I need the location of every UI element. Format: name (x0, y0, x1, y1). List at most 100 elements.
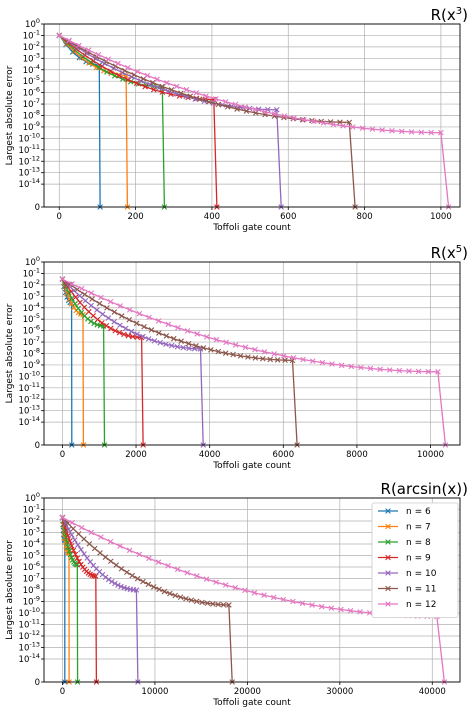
data-point (174, 566, 181, 573)
series-n11 (59, 276, 300, 448)
y-tick-label: 10-14 (19, 177, 40, 190)
data-point (222, 582, 229, 588)
data-point (184, 328, 191, 334)
data-point (129, 333, 136, 340)
series-n12 (56, 32, 452, 210)
data-point (290, 354, 297, 361)
series-n10 (59, 276, 207, 448)
data-point (280, 596, 287, 603)
data-point (193, 90, 200, 96)
y-ticks: 10010-110-210-310-410-510-610-710-810-91… (19, 255, 44, 451)
data-point (116, 329, 123, 336)
y-tick-label: 10-5 (23, 312, 40, 325)
data-point (172, 592, 178, 599)
y-tick-label: 10-13 (19, 404, 40, 417)
data-point (164, 80, 170, 86)
y-tick-label: 10-7 (23, 97, 40, 110)
x-tick-label: 6000 (272, 450, 294, 460)
data-point (117, 322, 123, 329)
legend-marker (385, 601, 391, 607)
data-point (126, 547, 133, 554)
data-point (224, 104, 231, 110)
data-point (133, 320, 140, 327)
y-tick-label: 10-7 (23, 572, 40, 585)
data-point (330, 121, 337, 128)
x-ticks: 0 2000 4000 6000 8000 10000 (60, 445, 444, 460)
y-tick-label: 10-2 (23, 514, 40, 527)
y-tick-label: 10-8 (23, 109, 40, 122)
data-point (213, 579, 219, 585)
data-point (264, 106, 271, 113)
legend-entry: n = 10 (378, 569, 437, 579)
y-tick-label: 100 (25, 255, 40, 268)
data-point (126, 316, 132, 323)
data-point (206, 99, 212, 105)
chart-title: R(x3) (431, 6, 468, 24)
data-point (208, 347, 214, 353)
legend-marker (385, 523, 391, 530)
data-point (133, 80, 140, 87)
x-tick-label: 200 (127, 212, 143, 222)
data-point (223, 339, 229, 346)
data-point (154, 76, 160, 83)
y-tick-label: 10-6 (23, 324, 40, 337)
data-point (159, 83, 165, 90)
x-tick-label: 0 (57, 212, 62, 222)
data-point (104, 305, 110, 311)
data-point (81, 536, 87, 542)
data-point (379, 127, 385, 133)
data-point (346, 119, 353, 126)
series-n10 (59, 514, 141, 685)
data-point (81, 291, 88, 298)
data-point (309, 358, 316, 364)
data-point (72, 537, 78, 543)
data-point (310, 118, 317, 125)
data-point (107, 538, 114, 545)
data-point (109, 578, 115, 585)
data-point (203, 576, 210, 582)
data-point (85, 47, 92, 53)
data-point (81, 304, 88, 311)
data-point (261, 108, 268, 115)
legend-marker (385, 539, 391, 545)
y-tick-label: 10-12 (19, 154, 40, 167)
legend-label: n = 12 (406, 600, 436, 610)
data-point (180, 344, 186, 351)
y-tick-label: 10-8 (23, 347, 40, 360)
data-point (99, 311, 106, 317)
data-point (185, 340, 192, 347)
legend-entry: n = 11 (378, 585, 436, 595)
data-point (66, 37, 72, 44)
data-point (133, 587, 140, 593)
y-tick-label: 0 (35, 678, 40, 688)
y-tick-label: 10-10 (19, 606, 40, 619)
data-point (76, 292, 83, 299)
data-point (213, 336, 220, 343)
data-point (398, 128, 405, 135)
data-point (408, 129, 415, 135)
data-point (68, 532, 75, 538)
y-tick-label: 10-6 (23, 86, 40, 99)
data-point (271, 111, 278, 117)
x-tick-label: 400 (204, 212, 220, 222)
data-point (204, 334, 210, 340)
data-point (78, 546, 84, 553)
data-point (155, 559, 162, 565)
data-point (270, 594, 277, 601)
data-point (66, 548, 73, 554)
legend-entry: n = 12 (378, 600, 436, 610)
data-point (136, 551, 143, 558)
data-point (319, 359, 326, 366)
data-point (242, 344, 249, 351)
data-point (125, 332, 132, 339)
x-tick-label: 40000 (419, 687, 446, 697)
data-point (199, 599, 205, 606)
data-point (204, 600, 211, 607)
x-axis-label: Toffoli gate count (212, 698, 291, 708)
chart-panel-1: 10010-110-210-310-410-510-610-710-810-91… (5, 6, 468, 233)
data-point (59, 276, 66, 282)
series-n12 (59, 276, 449, 448)
data-point (86, 308, 92, 315)
y-tick-label: 10-8 (23, 583, 40, 596)
x-ticks: 0 200 400 600 800 1000 (57, 207, 452, 222)
